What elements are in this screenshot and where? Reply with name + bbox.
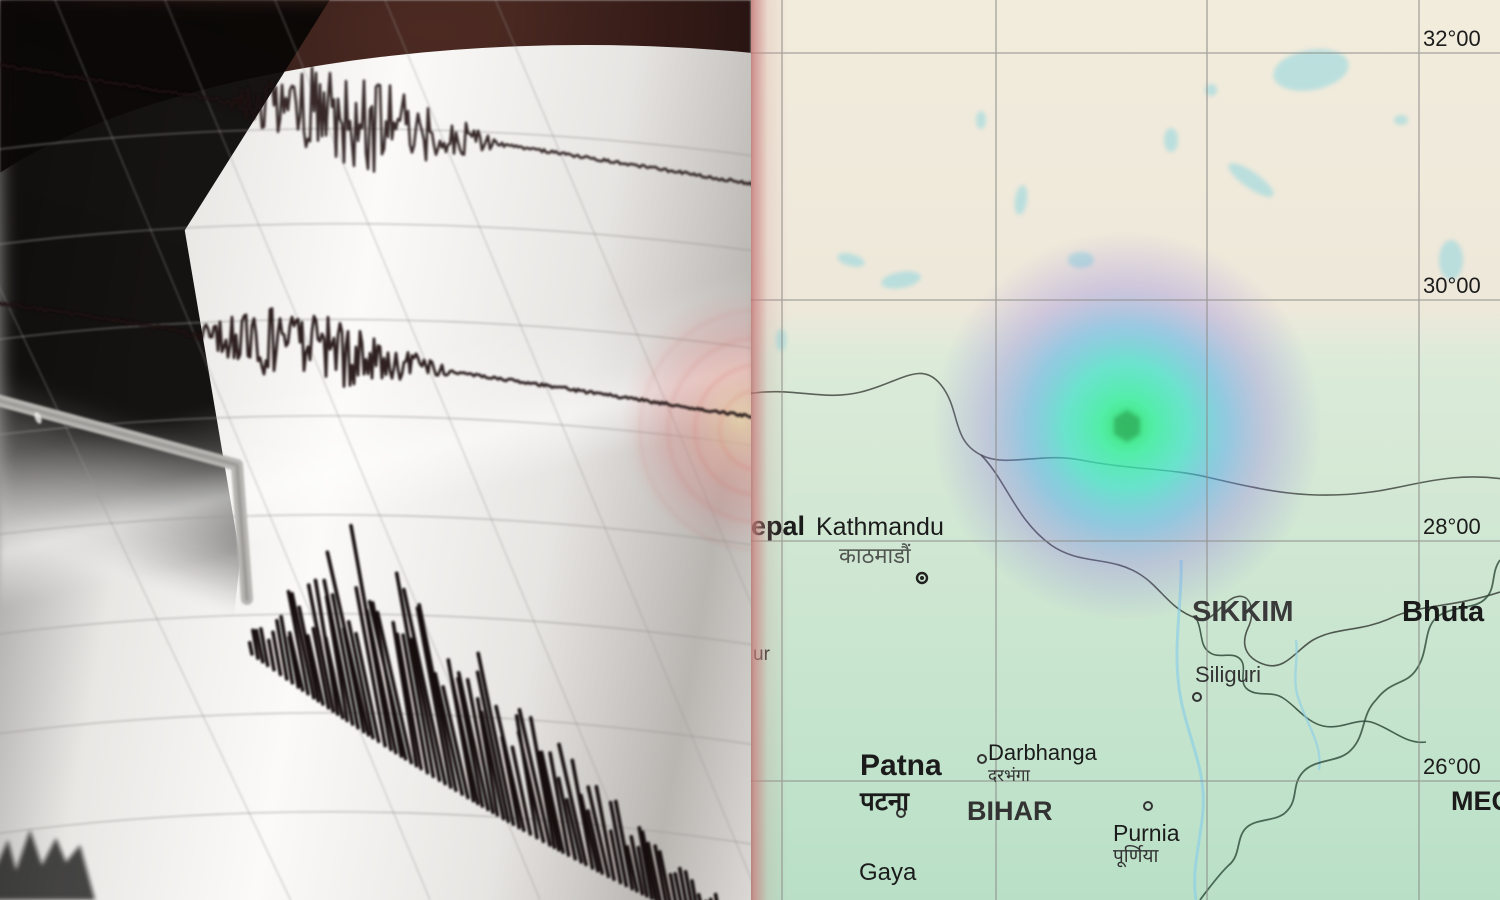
svg-text:Kathmandu: Kathmandu	[816, 513, 944, 541]
svg-text:Siliguri: Siliguri	[1195, 662, 1261, 687]
svg-text:SIKKIM: SIKKIM	[1192, 596, 1294, 628]
svg-text:Patna: Patna	[860, 749, 942, 782]
svg-text:Bhuta: Bhuta	[1402, 596, 1485, 628]
svg-text:पूर्णिया: पूर्णिया	[1113, 844, 1159, 868]
svg-text:MEG: MEG	[1451, 786, 1500, 816]
svg-text:पटना: पटना	[859, 786, 910, 816]
svg-text:Purnia: Purnia	[1113, 820, 1180, 846]
svg-text:30°00: 30°00	[1423, 273, 1481, 298]
svg-text:32°00: 32°00	[1423, 26, 1481, 51]
svg-text:BIHAR: BIHAR	[967, 796, 1053, 826]
svg-text:26°00: 26°00	[1423, 754, 1481, 779]
svg-text:Darbhanga: Darbhanga	[988, 740, 1098, 765]
svg-text:28°00: 28°00	[1423, 514, 1481, 539]
svg-text:दरभंगा: दरभंगा	[988, 766, 1031, 785]
svg-text:Gaya: Gaya	[859, 859, 917, 886]
svg-text:काठमाडौं: काठमाडौं	[839, 543, 911, 568]
